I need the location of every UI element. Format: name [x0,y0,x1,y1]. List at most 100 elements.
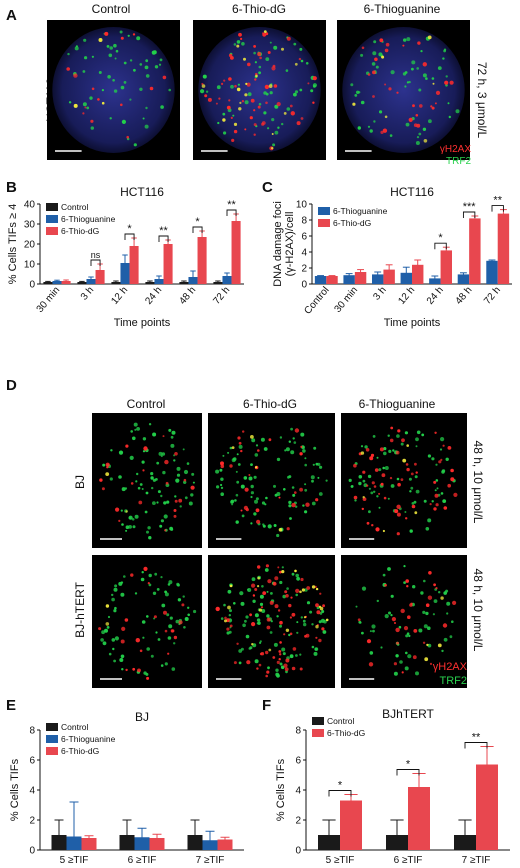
focus-spot [253,512,257,516]
focus-spot [448,115,451,119]
focus-spot [272,581,277,586]
y-tick-label: 0 [29,280,35,291]
focus-spot [154,572,158,576]
focus-spot [254,659,259,664]
focus-spot [182,595,185,598]
focus-spot [162,435,165,438]
legend-swatch-control [46,203,58,211]
focus-spot [426,643,429,647]
focus-spot [141,620,146,624]
focus-spot [431,77,435,80]
focus-spot [177,598,182,602]
focus-spot [106,626,110,629]
focus-spot [232,457,237,461]
focus-spot [247,62,251,67]
focus-spot [320,618,325,623]
focus-spot [90,119,94,123]
focus-spot [429,503,432,506]
focus-spot [422,62,427,67]
focus-spot [406,37,411,42]
bar-6-thio-dg-30-min [61,281,71,284]
focus-spot [279,580,283,585]
focus-spot [285,69,289,72]
focus-spot [230,500,234,504]
focus-spot [183,480,187,484]
focus-spot [361,586,367,591]
focus-spot [223,79,226,82]
focus-spot [164,662,168,666]
focus-spot [286,527,290,531]
focus-spot [321,610,325,613]
significance-bracket [491,205,504,212]
focus-spot [315,587,319,591]
focus-spot [129,455,134,460]
focus-spot [273,84,278,88]
focus-spot [291,612,296,617]
focus-spot [422,73,427,78]
focus-spot [379,110,383,114]
focus-spot [413,629,418,633]
focus-spot [106,45,110,48]
focus-spot [113,43,117,48]
focus-spot [140,577,145,582]
focus-spot [101,487,105,491]
focus-spot [114,606,117,610]
focus-spot [441,649,444,653]
focus-spot [228,77,232,81]
y-tick-label: 30 [24,220,36,231]
focus-spot [110,449,113,452]
bar-6-thioguanine-30-min [343,275,355,284]
bar-6-thio-dg-48-h [197,237,207,284]
focus-spot [182,448,185,451]
focus-spot [384,83,387,86]
focus-spot [67,52,70,56]
panel-d-col-control: Control [127,397,166,411]
focus-spot [226,105,231,110]
focus-spot [258,608,263,612]
focus-spot [289,616,292,619]
focus-spot [392,449,395,452]
focus-spot [405,122,410,127]
x-tick-label: 48 h [454,285,475,307]
focus-spot [148,583,152,587]
focus-spot [168,624,173,629]
x-tick-label: 5 ≥TIF [326,855,355,866]
focus-spot [125,510,128,513]
focus-spot [400,608,405,614]
focus-spot [404,511,407,513]
focus-spot [440,437,445,442]
x-tick-label: 30 min [35,285,63,315]
focus-spot [276,615,279,618]
focus-spot [390,426,394,430]
focus-spot [294,62,298,66]
focus-spot [164,629,168,633]
legend-label-control: Control [61,202,89,212]
focus-spot [207,97,212,102]
focus-spot [241,100,245,103]
bar-6-thio-dg-5-tif [340,800,362,850]
focus-spot [121,668,124,671]
focus-spot [240,509,243,512]
focus-spot [123,575,126,578]
focus-spot [274,604,279,609]
chart-title: BJhTERT [382,707,434,721]
focus-spot [170,629,175,633]
focus-spot [272,656,276,659]
focus-spot [286,36,291,41]
focus-spot [130,430,133,433]
focus-spot [152,478,156,482]
focus-spot [413,500,417,504]
focus-spot [142,437,147,441]
focus-spot [367,73,371,76]
focus-spot [364,445,368,449]
focus-spot [263,30,267,33]
focus-spot [124,618,129,622]
focus-spot [73,103,78,108]
focus-spot [415,671,419,676]
focus-spot [304,457,307,460]
focus-spot [264,568,269,572]
focus-spot [112,79,115,82]
focus-spot [229,609,232,613]
focus-spot [403,626,409,631]
focus-spot [84,106,87,109]
